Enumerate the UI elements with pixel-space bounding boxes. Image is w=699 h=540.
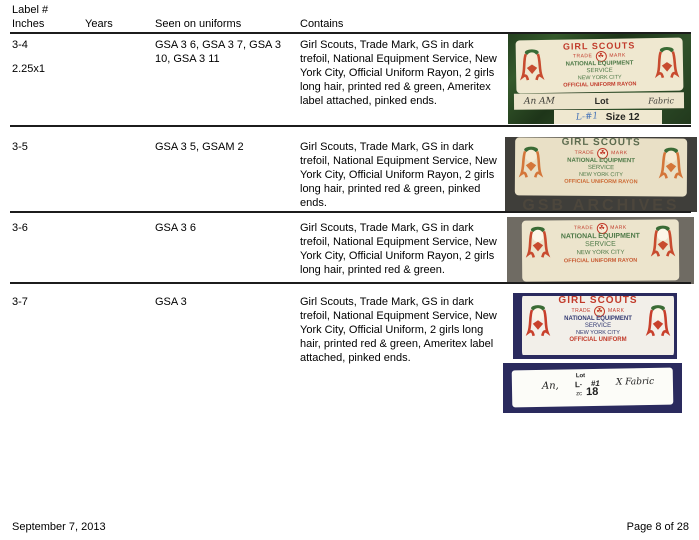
handwritten-lot-tag: An, Lot L· #1 zc 18 X Fabric <box>511 367 674 408</box>
girl-scouts-label-art: TRADE ☘ MARK NATIONAL EQUIPMENT SERVICE … <box>521 219 680 282</box>
trademark-row: TRADE ☘ MARK <box>522 305 674 317</box>
girl-scout-icon <box>518 146 544 178</box>
strip-fabric-text: Fabric <box>648 95 675 106</box>
label-photo-3-5: GIRL SCOUTS TRADE ☘ MARK NATIONAL EQUIPM… <box>505 137 697 212</box>
girl-scout-icon <box>654 46 680 79</box>
seen-on-uniforms-cell: GSA 3 6, GSA 3 7, GSA 3 10, GSA 3 11 <box>155 39 281 65</box>
size-text: Size 12 <box>605 111 640 123</box>
strip-brand-text: An AM <box>523 96 555 107</box>
tag-size-number: 18 <box>585 385 599 399</box>
ameritex-strip: An AM Lot Fabric <box>513 92 685 110</box>
size-tag: L-#1 Size 12 <box>554 110 662 124</box>
mark-text: MARK <box>610 224 627 231</box>
label-photo-3-6: TRADE ☘ MARK NATIONAL EQUIPMENT SERVICE … <box>507 217 694 284</box>
tag-brand-text: An, <box>541 380 559 392</box>
mark-text: MARK <box>611 150 628 157</box>
seen-on-uniforms-cell: GSA 3 6 <box>155 222 196 234</box>
trade-text: TRADE <box>572 53 593 60</box>
trade-text: TRADE <box>573 225 594 232</box>
label-title: GIRL SCOUTS <box>558 295 638 306</box>
seen-on-uniforms-cell: GSA 3 5, GSAM 2 <box>155 141 244 153</box>
seen-on-uniforms-cell: GSA 3 <box>155 296 187 308</box>
archives-watermark: GSB ARCHIVES <box>522 197 680 212</box>
trefoil-icon: ☘ <box>597 147 609 159</box>
label-line: SERVICE <box>584 323 612 329</box>
tag-zc-text: zc <box>576 391 583 398</box>
girl-scout-icon <box>519 49 545 81</box>
trade-text: TRADE <box>571 308 591 314</box>
label-line: NEW YORK CITY <box>576 330 620 336</box>
trade-text: TRADE <box>574 149 595 156</box>
label-photo-3-7: GIRL SCOUTS TRADE ☘ MARK NATIONAL EQUIPM… <box>513 293 677 359</box>
girl-scouts-label-art: GIRL SCOUTS TRADE ☘ MARK NATIONAL EQUIPM… <box>514 137 688 197</box>
footer-date: September 7, 2013 <box>12 521 106 533</box>
label-photo-3-4: GIRL SCOUTS TRADE ☘ MARK NATIONAL EQUIPM… <box>508 34 691 124</box>
mark-text: MARK <box>609 52 626 59</box>
label-number-cell: 3-5 <box>12 141 28 153</box>
header-inches: Inches <box>12 18 45 30</box>
header-contains: Contains <box>300 18 344 30</box>
mark-text: MARK <box>608 308 625 314</box>
contains-cell: Girl Scouts, Trade Mark, GS in dark tref… <box>300 39 497 107</box>
handwritten-lot-number: L-#1 <box>576 111 600 123</box>
girl-scouts-label-art: GIRL SCOUTS TRADE ☘ MARK NATIONAL EQUIPM… <box>519 296 677 355</box>
tag-fabric-text: X Fabric <box>615 376 655 388</box>
contains-cell: Girl Scouts, Trade Mark, GS in dark tref… <box>300 141 497 209</box>
girl-scout-icon <box>525 226 551 258</box>
label-number-cell: 3-4 <box>12 39 28 51</box>
strip-lot-text: Lot <box>594 95 609 107</box>
lot-tag-photo-3-7: An, Lot L· #1 zc 18 X Fabric <box>503 363 682 413</box>
header-seen-on-uniforms: Seen on uniforms <box>155 18 242 30</box>
girl-scout-icon <box>645 305 671 337</box>
trefoil-icon: ☘ <box>594 305 605 317</box>
inches-cell: 2.25x1 <box>12 63 46 75</box>
girl-scout-icon <box>650 225 676 257</box>
row-divider <box>10 211 691 213</box>
girl-scout-icon <box>525 305 551 337</box>
row-divider <box>10 125 691 127</box>
label-number-cell: 3-7 <box>12 296 28 308</box>
row-divider <box>10 282 691 284</box>
tag-l-text: L· <box>574 380 583 390</box>
header-years: Years <box>85 18 113 30</box>
label-line: NATIONAL EQUIPMENT <box>564 316 632 322</box>
label-number-cell: 3-6 <box>12 222 28 234</box>
label-line: OFFICIAL UNIFORM <box>569 337 627 343</box>
tag-lot-text: Lot <box>575 373 586 380</box>
girl-scout-icon <box>658 147 684 179</box>
contains-cell: Girl Scouts, Trade Mark, GS in dark tref… <box>300 296 497 364</box>
trefoil-icon: ☘ <box>596 222 608 234</box>
footer-page-number: Page 8 of 28 <box>626 521 689 533</box>
header-label-number: Label # <box>12 4 49 16</box>
header-divider <box>10 32 691 34</box>
girl-scouts-label-art: GIRL SCOUTS TRADE ☘ MARK NATIONAL EQUIPM… <box>515 37 684 94</box>
contains-cell: Girl Scouts, Trade Mark, GS in dark tref… <box>300 222 497 276</box>
